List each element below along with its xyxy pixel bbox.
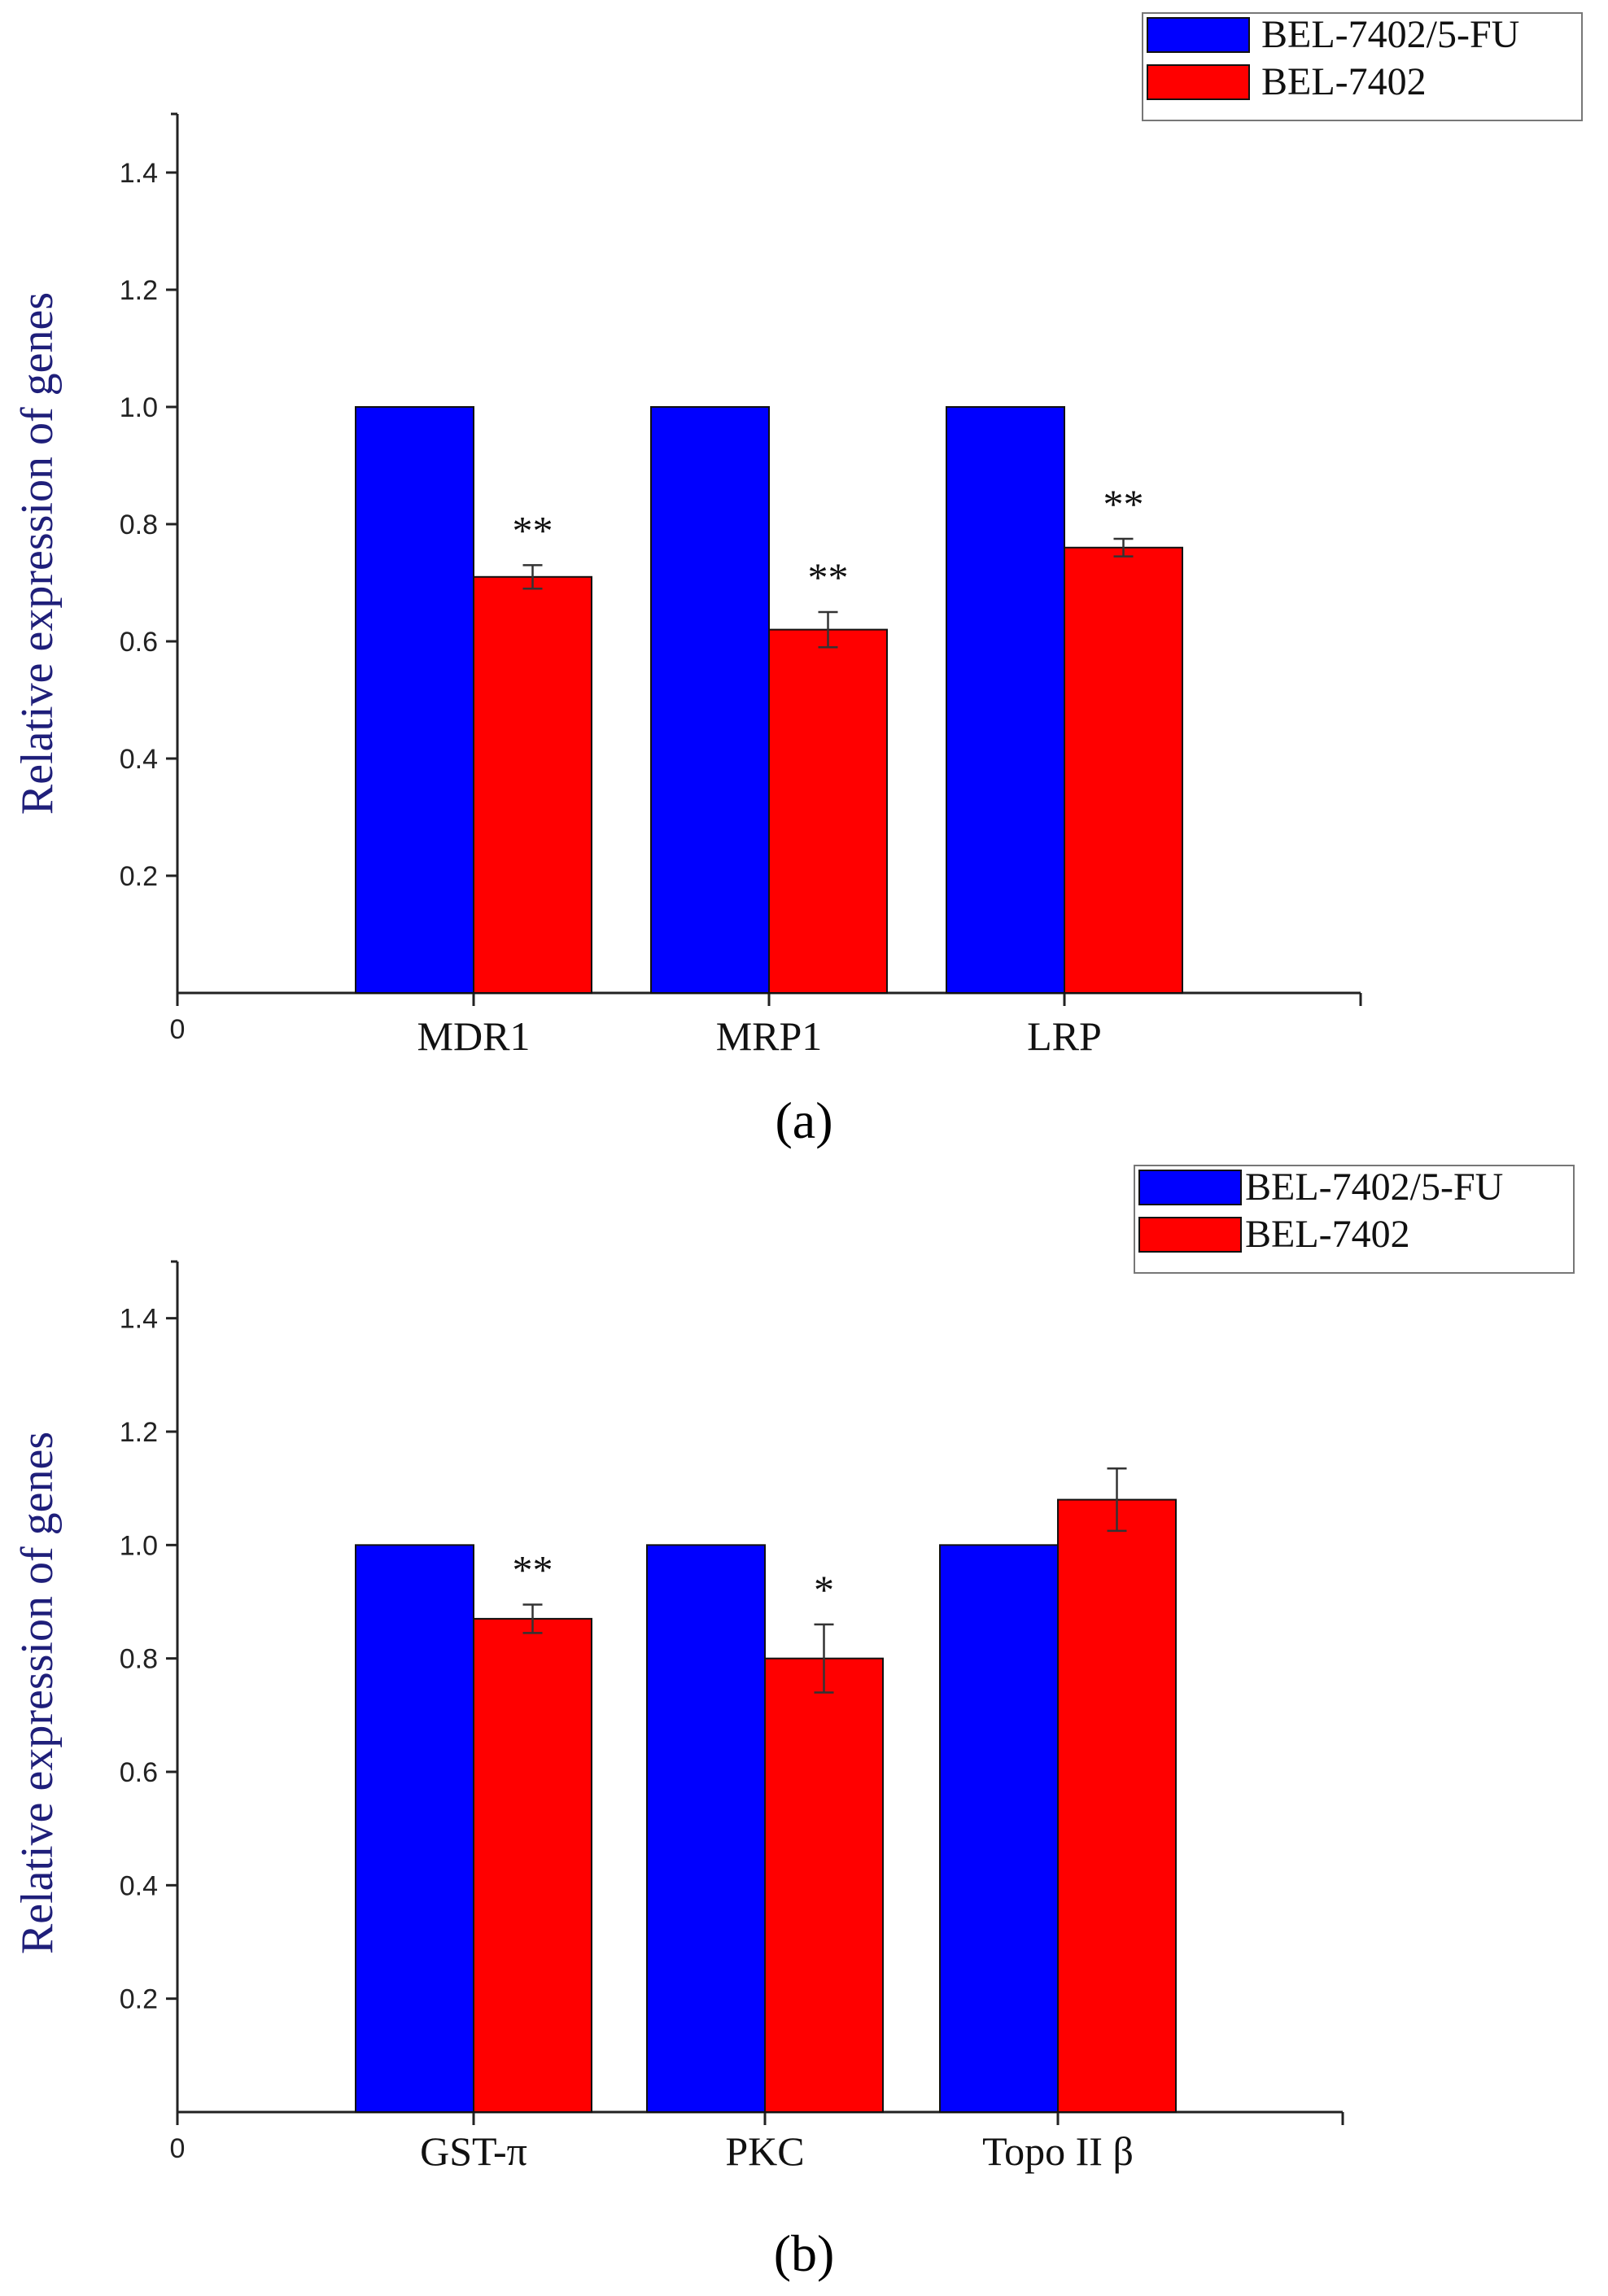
legend-swatch (1138, 1170, 1242, 1205)
y-tick-label: 0.2 (120, 861, 158, 892)
bar-resistant (355, 406, 474, 994)
legend-frame (1142, 12, 1583, 121)
category-label: MRP1 (716, 1013, 823, 1059)
bar-parental (764, 1657, 884, 2113)
significance-marker: ** (1103, 481, 1144, 527)
y-tick-label: 1.0 (120, 1530, 158, 1561)
legend-frame (1134, 1165, 1575, 1274)
legend-label: BEL-7402 (1261, 60, 1427, 103)
bar-parental (1057, 1498, 1177, 2113)
bar-parental (1064, 546, 1183, 994)
y-tick-label: 0.2 (120, 1984, 158, 2015)
bar-parental (768, 628, 888, 994)
significance-marker: ** (513, 1546, 553, 1592)
bar-resistant (646, 1544, 766, 2114)
legend-label: BEL-7402/5-FU (1245, 1165, 1503, 1209)
y-tick-label: 0.6 (120, 627, 158, 658)
bar-resistant (946, 406, 1065, 994)
y-tick-label: 0.6 (120, 1757, 158, 1788)
significance-marker: * (814, 1567, 834, 1612)
legend-label: BEL-7402 (1245, 1213, 1410, 1256)
y-tick-label: 1.4 (120, 158, 158, 189)
bar-parental (473, 575, 592, 994)
category-label: Topo II β (982, 2128, 1134, 2174)
category-label: MDR1 (417, 1013, 531, 1059)
bar-resistant (939, 1544, 1059, 2114)
chart-panel-a: 0.2 0.4 0.6 0.8 1.0 1.2 1.4 0 ** MDR1 ** MRP1 ** LRP R… (12, 12, 1583, 1149)
significance-marker: ** (513, 507, 553, 553)
y-tick-label: 1.2 (120, 1417, 158, 1448)
bar-parental (473, 1617, 592, 2113)
y-axis-title: Relative expression of genes (12, 292, 63, 815)
category-label: LRP (1027, 1013, 1102, 1059)
category-label: GST-π (420, 2128, 527, 2174)
significance-marker: ** (808, 554, 849, 600)
category-label: PKC (725, 2128, 804, 2174)
legend-swatch (1147, 17, 1250, 53)
panel-label: (a) (775, 1091, 832, 1149)
y-tick-label: 0.8 (120, 509, 158, 540)
y-tick-label: 1.2 (120, 275, 158, 306)
legend-swatch (1138, 1217, 1242, 1253)
origin-label: 0 (170, 1014, 186, 1045)
legend-label: BEL-7402/5-FU (1261, 13, 1519, 56)
y-tick-label: 0.4 (120, 744, 158, 775)
y-axis-title: Relative expression of genes (12, 1432, 63, 1954)
legend-swatch (1147, 64, 1250, 100)
y-tick-label: 1.0 (120, 392, 158, 423)
chart-panel-b: 0.2 0.4 0.6 0.8 1.0 1.2 1.4 0 ** GST-π * PKC Topo II… (12, 1165, 1575, 2282)
origin-label: 0 (170, 2133, 186, 2164)
y-tick-label: 0.4 (120, 1870, 158, 1901)
y-tick-label: 0.8 (120, 1644, 158, 1675)
panel-label: (b) (774, 2224, 835, 2282)
y-tick-label: 1.4 (120, 1304, 158, 1335)
bar-resistant (355, 1544, 474, 2114)
bar-resistant (650, 406, 770, 994)
